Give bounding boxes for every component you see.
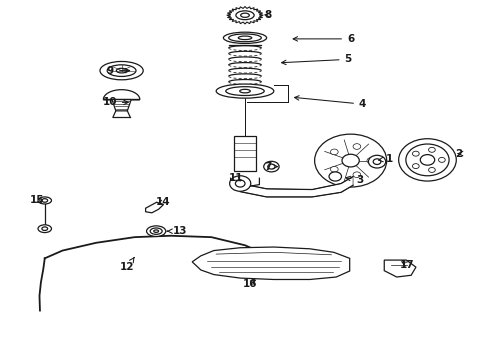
Circle shape xyxy=(429,147,435,152)
Text: 11: 11 xyxy=(229,173,244,183)
Text: 5: 5 xyxy=(282,54,352,65)
Ellipse shape xyxy=(236,11,254,20)
Text: 9: 9 xyxy=(107,66,130,76)
Text: 10: 10 xyxy=(102,98,128,107)
Polygon shape xyxy=(227,6,263,24)
Text: 3: 3 xyxy=(346,175,364,185)
Ellipse shape xyxy=(116,68,127,73)
Circle shape xyxy=(420,154,435,165)
Polygon shape xyxy=(192,247,350,279)
Text: 16: 16 xyxy=(243,279,257,289)
Circle shape xyxy=(367,158,375,163)
Circle shape xyxy=(373,159,381,165)
Circle shape xyxy=(230,176,251,191)
Circle shape xyxy=(330,166,338,172)
Circle shape xyxy=(413,151,419,156)
Polygon shape xyxy=(103,90,140,100)
Ellipse shape xyxy=(38,197,51,204)
Ellipse shape xyxy=(241,13,249,17)
Circle shape xyxy=(413,164,419,168)
Text: 1: 1 xyxy=(379,154,392,164)
Ellipse shape xyxy=(226,87,264,95)
Ellipse shape xyxy=(223,32,267,44)
Ellipse shape xyxy=(42,199,48,202)
Ellipse shape xyxy=(107,65,136,76)
Ellipse shape xyxy=(268,164,275,169)
Ellipse shape xyxy=(238,36,252,40)
Circle shape xyxy=(399,139,456,181)
Polygon shape xyxy=(384,260,416,277)
Ellipse shape xyxy=(100,62,143,80)
Circle shape xyxy=(429,167,435,172)
Polygon shape xyxy=(112,100,131,111)
Circle shape xyxy=(315,134,387,187)
Ellipse shape xyxy=(264,161,279,172)
Text: 4: 4 xyxy=(294,96,367,109)
Bar xyxy=(234,136,256,171)
Text: 13: 13 xyxy=(167,226,187,236)
Text: 15: 15 xyxy=(30,195,45,206)
Ellipse shape xyxy=(216,84,274,98)
Polygon shape xyxy=(240,176,353,197)
Ellipse shape xyxy=(38,225,51,233)
Text: 17: 17 xyxy=(400,260,415,270)
Polygon shape xyxy=(146,202,163,213)
Circle shape xyxy=(330,149,338,155)
Text: 6: 6 xyxy=(293,34,354,44)
Ellipse shape xyxy=(229,34,261,42)
Text: 14: 14 xyxy=(156,197,171,207)
Circle shape xyxy=(406,144,449,176)
Circle shape xyxy=(368,155,386,168)
Circle shape xyxy=(353,172,361,177)
Ellipse shape xyxy=(42,227,48,230)
Ellipse shape xyxy=(147,226,166,237)
Circle shape xyxy=(353,144,361,149)
Ellipse shape xyxy=(150,228,162,234)
Circle shape xyxy=(439,157,445,162)
Text: 2: 2 xyxy=(455,149,463,158)
Circle shape xyxy=(342,154,359,167)
Circle shape xyxy=(329,172,342,181)
Text: 8: 8 xyxy=(265,10,271,20)
Text: 12: 12 xyxy=(120,257,135,273)
Circle shape xyxy=(235,180,245,187)
Ellipse shape xyxy=(154,230,159,233)
Ellipse shape xyxy=(240,89,250,93)
Text: 7: 7 xyxy=(265,162,278,172)
